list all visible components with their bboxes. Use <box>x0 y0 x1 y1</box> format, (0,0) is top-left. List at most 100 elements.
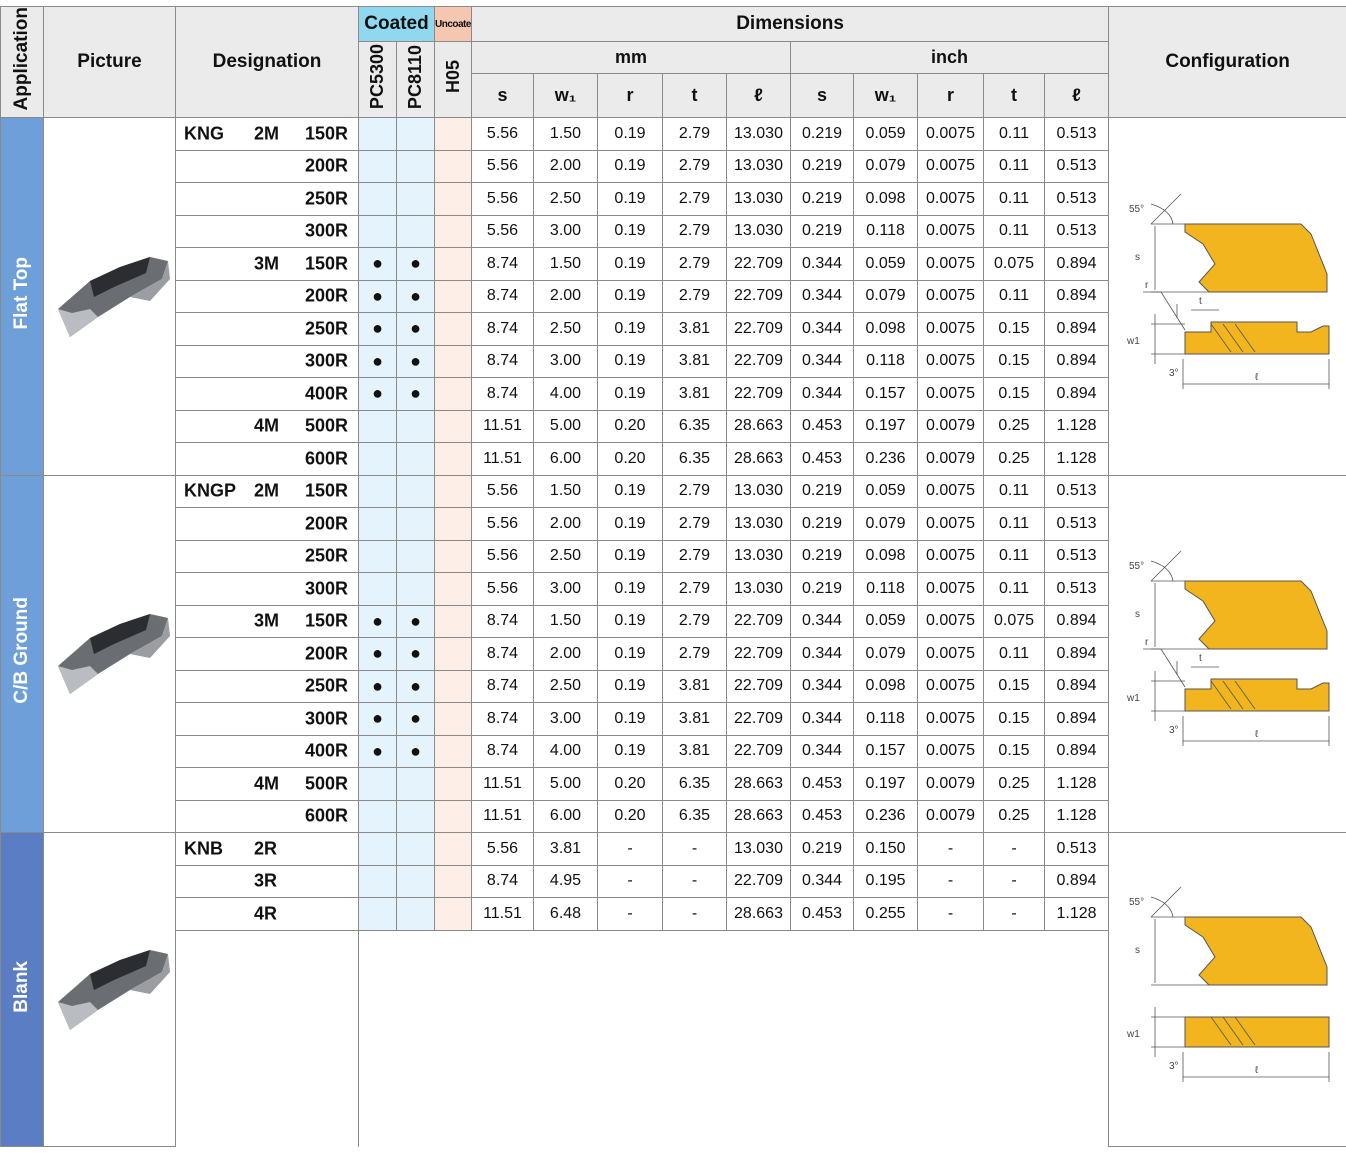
availability-dot: ● <box>372 676 383 696</box>
value-cell: 0.25 <box>984 443 1045 476</box>
value-cell: 0.19 <box>598 183 663 216</box>
dimension-value: 0.255 <box>865 905 905 922</box>
dimension-label: w1 <box>1126 336 1140 347</box>
value-cell: 0.098 <box>854 540 918 573</box>
header-application: Application <box>11 7 33 110</box>
value-cell: 0.344 <box>791 638 854 671</box>
dimension-value: 8.74 <box>487 645 518 662</box>
availability-dot: ● <box>372 643 383 663</box>
dimension-value: 1.128 <box>1057 450 1097 467</box>
grade-cell <box>397 443 435 476</box>
designation-part: 200R <box>305 156 348 177</box>
availability-dot: ● <box>372 351 383 371</box>
dimension-value: 0.0075 <box>926 222 975 239</box>
value-cell: 13.030 <box>727 833 791 866</box>
dimension-value: 0.894 <box>1057 255 1097 272</box>
value-cell: 0.25 <box>984 768 1045 801</box>
value-cell: 1.50 <box>534 475 598 508</box>
value-cell: 0.344 <box>791 605 854 638</box>
value-cell: 0.344 <box>791 670 854 703</box>
value-cell: 5.56 <box>472 150 534 183</box>
designation-cell: 250R <box>176 183 359 216</box>
dimension-label: s <box>1135 945 1140 956</box>
dimension-value: 0.11 <box>999 482 1029 499</box>
insert-top-view <box>1185 224 1327 292</box>
grade-cell <box>435 345 472 378</box>
dimension-value: 8.74 <box>487 385 518 402</box>
grade-cell: ● <box>397 605 435 638</box>
value-cell: 0.150 <box>854 833 918 866</box>
grade-cell: ● <box>397 345 435 378</box>
grade-cell <box>359 768 397 801</box>
value-cell: 0.0079 <box>918 410 984 443</box>
value-cell: - <box>918 865 984 898</box>
dimension-value: 0.079 <box>865 515 905 532</box>
value-cell: 0.344 <box>791 313 854 346</box>
value-cell: 0.11 <box>984 540 1045 573</box>
value-cell: 22.709 <box>727 638 791 671</box>
value-cell: 0.157 <box>854 735 918 768</box>
dimension-value: 8.74 <box>487 742 518 759</box>
designation-cell: 250R <box>176 670 359 703</box>
dimension-value: 22.709 <box>734 677 783 694</box>
value-cell: 2.79 <box>663 638 727 671</box>
dimension-value: 1.128 <box>1057 905 1097 922</box>
value-cell: 22.709 <box>727 345 791 378</box>
dimension-value: 0.894 <box>1057 385 1097 402</box>
value-cell: 0.0075 <box>918 735 984 768</box>
availability-dot: ● <box>410 611 421 631</box>
dimension-value: 5.00 <box>550 417 581 434</box>
dimension-value: 0.894 <box>1057 352 1097 369</box>
value-cell: 8.74 <box>472 313 534 346</box>
column-header: r <box>918 74 984 118</box>
dimension-value: 0.513 <box>1057 157 1097 174</box>
value-cell: 28.663 <box>727 768 791 801</box>
dimension-value: - <box>1011 872 1016 889</box>
dimension-value: 0.344 <box>802 385 842 402</box>
value-cell: 0.453 <box>791 443 854 476</box>
value-cell: 0.344 <box>791 378 854 411</box>
value-cell: 0.098 <box>854 313 918 346</box>
value-cell: 3.81 <box>663 378 727 411</box>
column-header: t <box>984 74 1045 118</box>
dimension-value: 3.00 <box>550 710 581 727</box>
value-cell: 0.894 <box>1045 703 1109 736</box>
value-cell: 0.894 <box>1045 670 1109 703</box>
grade-cell <box>397 183 435 216</box>
designation-part: 300R <box>305 708 348 729</box>
availability-dot: ● <box>372 741 383 761</box>
value-cell: 22.709 <box>727 865 791 898</box>
dimension-value: 0.20 <box>614 450 645 467</box>
dimension-value: 22.709 <box>734 255 783 272</box>
value-cell: - <box>598 833 663 866</box>
value-cell: 2.79 <box>663 475 727 508</box>
grade-cell: ● <box>359 280 397 313</box>
header-cell: PC5300 <box>359 42 397 118</box>
dimension-value: 22.709 <box>734 710 783 727</box>
dimension-value: 0.079 <box>865 287 905 304</box>
value-cell: 1.128 <box>1045 898 1109 931</box>
value-cell: 4.95 <box>534 865 598 898</box>
value-cell: 3.00 <box>534 345 598 378</box>
grade-cell <box>435 443 472 476</box>
value-cell: 0.0075 <box>918 183 984 216</box>
value-cell: 22.709 <box>727 248 791 281</box>
designation-cell: 300R <box>176 573 359 606</box>
dimension-label: s <box>1135 252 1140 263</box>
grade-cell <box>435 573 472 606</box>
dimension-value: 1.128 <box>1057 775 1097 792</box>
value-cell: 0.079 <box>854 150 918 183</box>
value-cell: 0.219 <box>791 118 854 151</box>
value-cell: 0.0075 <box>918 475 984 508</box>
value-cell: 0.0075 <box>918 508 984 541</box>
value-cell: 8.74 <box>472 378 534 411</box>
value-cell: 0.344 <box>791 865 854 898</box>
dimension-value: 28.663 <box>734 905 783 922</box>
grade-cell: ● <box>397 313 435 346</box>
